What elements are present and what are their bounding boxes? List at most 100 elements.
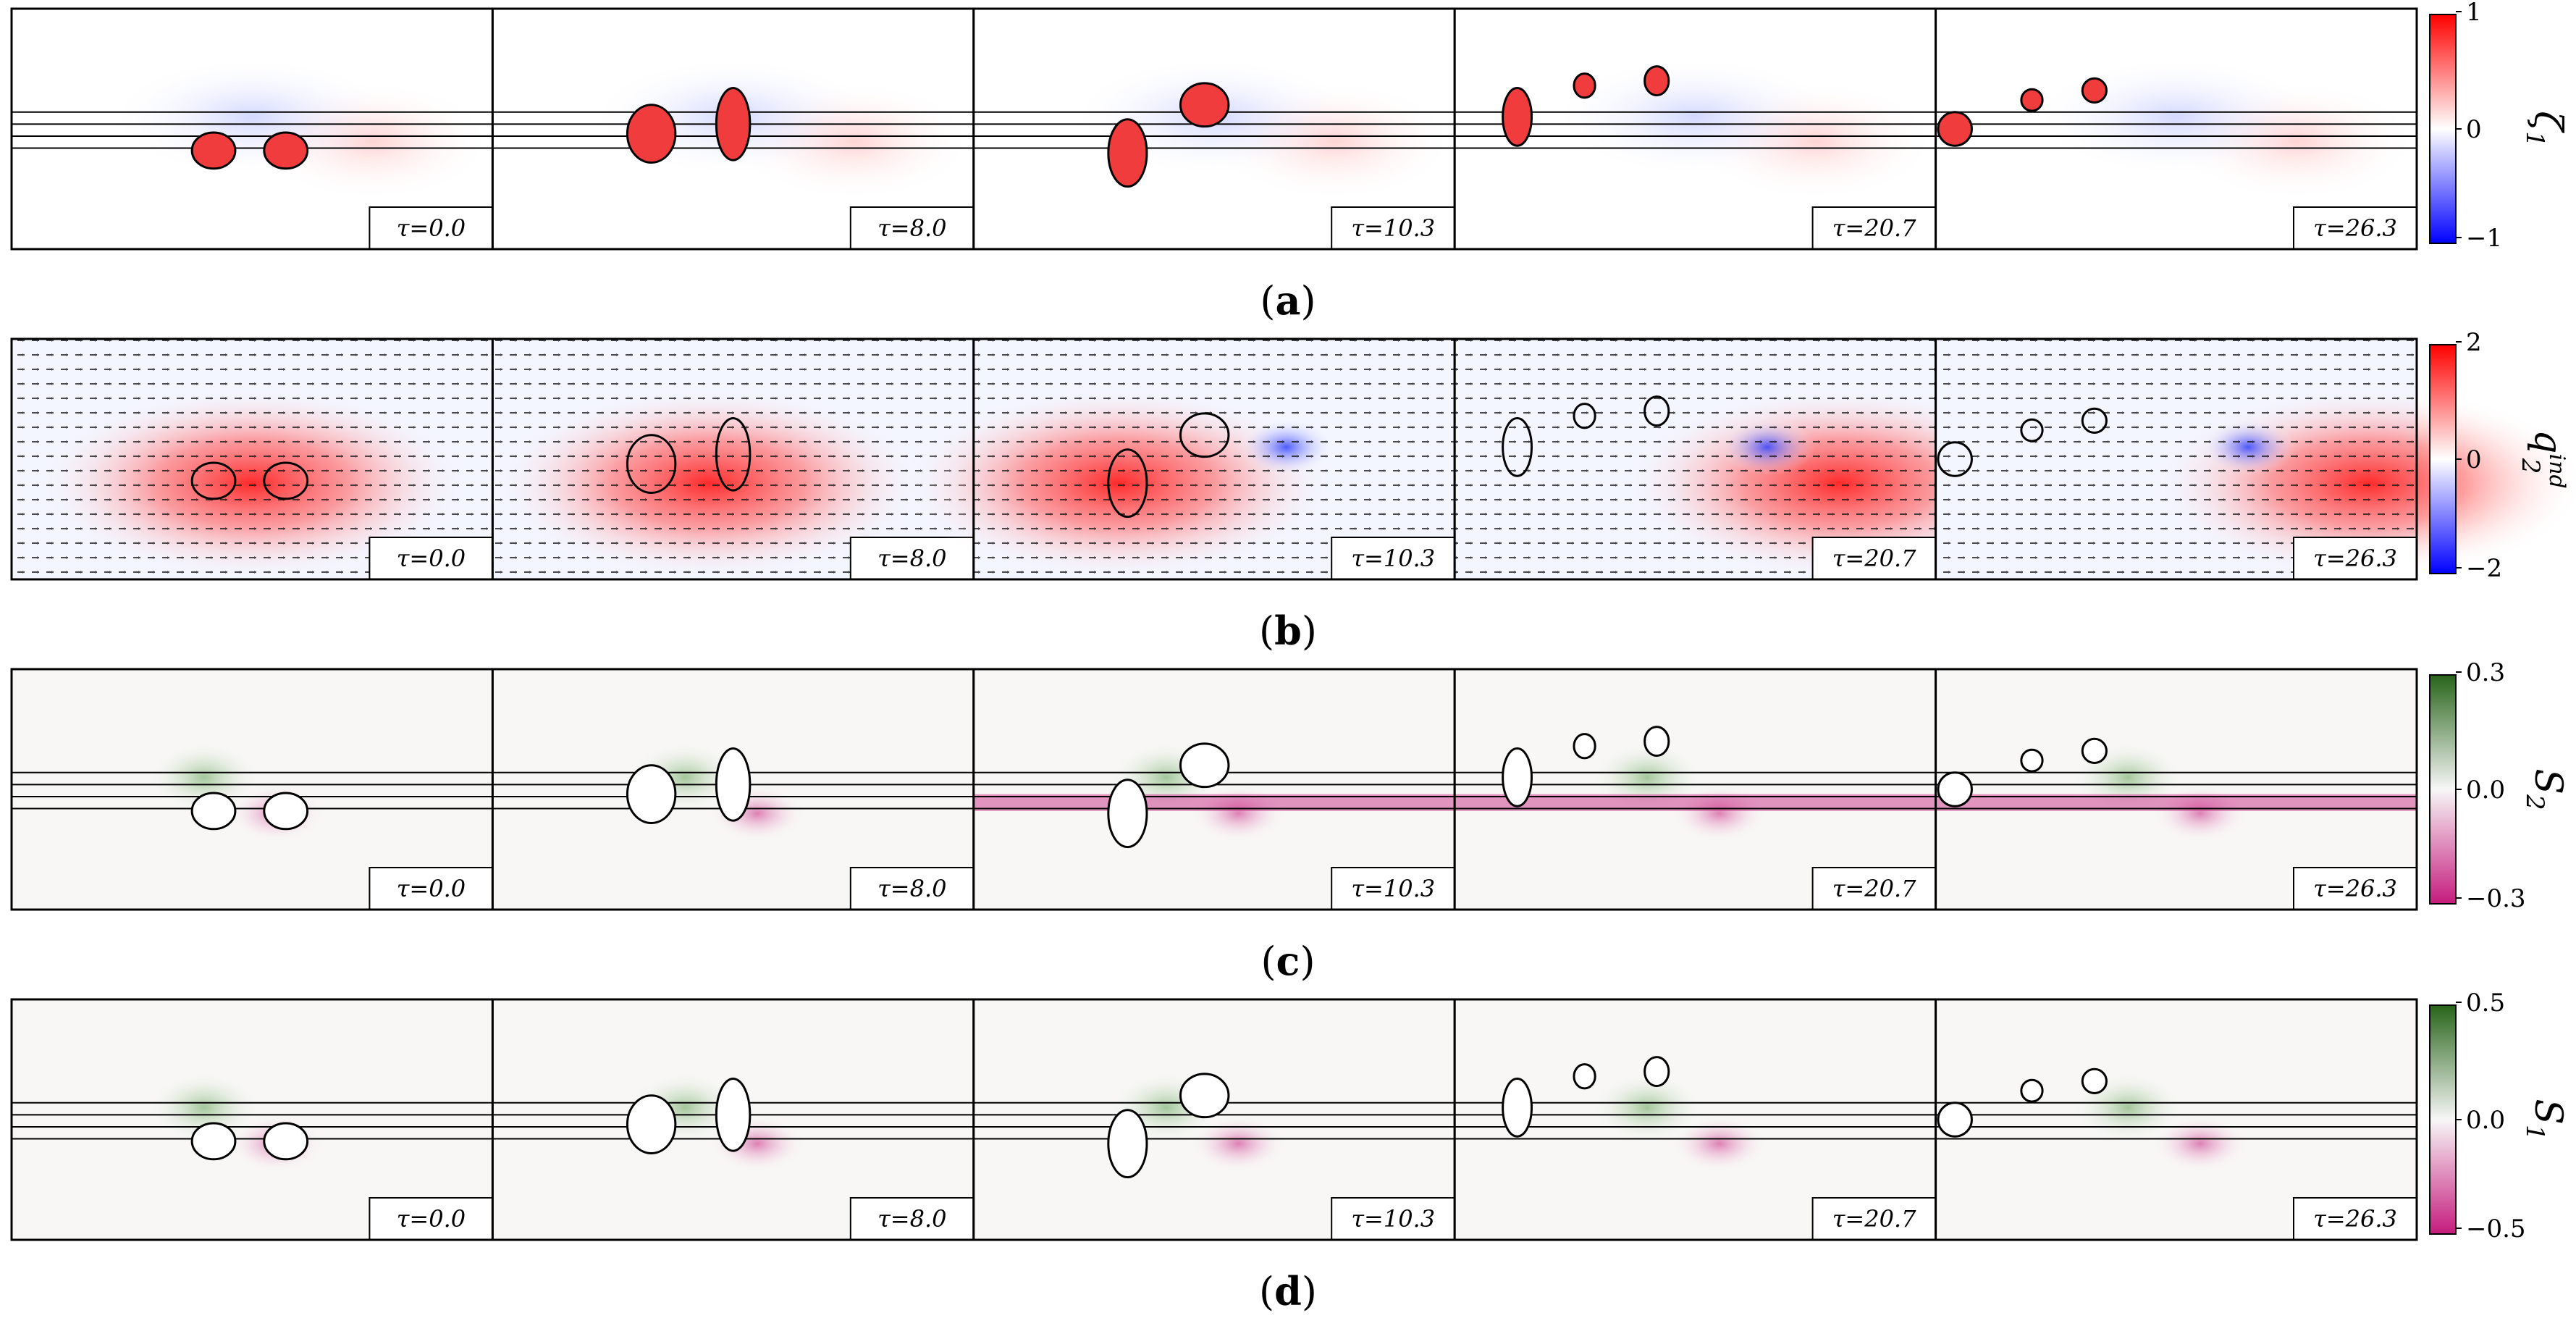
time-label-box (849, 1197, 975, 1241)
colorbar-subscript: 2 (2516, 458, 2545, 474)
vortex-contour (1937, 441, 1973, 477)
field-patch (2032, 56, 2321, 177)
vortex-contour (626, 434, 677, 494)
vortex-contour (1179, 82, 1230, 128)
vortex-contour (2081, 407, 2108, 434)
vortex-contour (190, 131, 237, 170)
label-letter: b (1274, 608, 1302, 654)
vortex-contour (1502, 417, 1533, 477)
panel-row-a: τ=0.0 τ=8.0 τ=10.3 τ=20.7 τ=26.310−1ζ1(a) (10, 0, 2569, 324)
colorbar-title: qind2 (2516, 429, 2569, 488)
vortex-contour (1937, 111, 1973, 147)
time-label: τ=26.3 (2313, 545, 2397, 572)
vortex-contour (2020, 1078, 2044, 1103)
colorbar-symbol: q (2526, 429, 2569, 453)
colorbar-title: S1 (2520, 1099, 2569, 1140)
vortex-contour (1573, 733, 1596, 760)
vortex-contour (626, 104, 677, 164)
vortex-contour (263, 461, 309, 500)
vortex-contour (1643, 65, 1670, 97)
colorbar-tick-label: −1 (2466, 224, 2502, 253)
shear-band (1935, 794, 2417, 811)
field-patch (1589, 741, 1705, 814)
field-patch (1671, 1115, 1768, 1173)
label-letter: d (1274, 1268, 1302, 1314)
colorbar-title: S2 (2520, 768, 2569, 810)
time-label: τ=10.3 (1351, 545, 1435, 572)
panel-a-3: τ=10.3 (972, 7, 1456, 251)
label-close: ) (1301, 278, 1316, 324)
vortex-contour (1502, 747, 1533, 807)
colorbar-superscript: ind (2544, 454, 2569, 489)
colorbar-tick-label: 0.0 (2466, 1106, 2505, 1135)
label-open: ( (1260, 278, 1275, 324)
panel-a-5: τ=26.3 (1935, 7, 2418, 251)
label-open: ( (1260, 939, 1276, 984)
vortex-contour (1643, 395, 1670, 427)
subfigure-label: (a) (1260, 277, 1316, 324)
field-patch (1190, 784, 1287, 843)
label-close: ) (1300, 939, 1315, 984)
colorbar-gradient (2429, 14, 2457, 244)
colorbar-symbol: S (2526, 768, 2569, 794)
vortex-contour (715, 87, 752, 161)
panel-b-5: τ=26.3 (1935, 337, 2576, 581)
vortex-contour (1573, 72, 1596, 99)
vortex-contour (1502, 1078, 1533, 1138)
colorbar-name: S1 (2520, 1099, 2569, 1140)
label-letter: a (1276, 277, 1301, 324)
time-label: τ=26.3 (2313, 875, 2397, 902)
time-label: τ=8.0 (877, 545, 946, 572)
vortex-contour (2020, 418, 2044, 442)
field-patch (146, 741, 262, 814)
colorbar-gradient (2429, 1004, 2457, 1235)
colorbar-c: 0.3 0.0 −0.3 S2 (2429, 658, 2569, 913)
field-patch (146, 1071, 262, 1144)
time-label: τ=20.7 (1832, 875, 1916, 902)
vortex-contour (1937, 1101, 1973, 1138)
vortex-contour (2081, 737, 2108, 764)
panel-c-4: τ=20.7 (1453, 668, 1937, 911)
panel-d-2: τ=8.0 (491, 998, 975, 1241)
panel-border (1935, 337, 2418, 581)
panel-border (1935, 7, 2418, 251)
panel-b-3: τ=10.3 (901, 337, 1456, 581)
time-label: τ=0.0 (397, 214, 466, 242)
time-label: τ=10.3 (1351, 1205, 1435, 1233)
colorbar-tick-label: −0.3 (2466, 884, 2526, 913)
shear-band (973, 794, 1455, 811)
vortex-contour (1573, 403, 1596, 429)
time-label-box (2293, 206, 2417, 250)
colorbar-subscript: 1 (2520, 131, 2549, 147)
vortex-contour (1937, 771, 1973, 807)
time-label: τ=8.0 (877, 214, 946, 242)
panel-border (1935, 998, 2418, 1241)
time-label: τ=0.0 (397, 1205, 466, 1233)
vortex-contour (190, 461, 237, 500)
time-label-box (1811, 206, 1937, 250)
label-close: ) (1302, 1269, 1317, 1314)
vortex-contour (626, 1094, 677, 1154)
shear-band (1455, 794, 1936, 811)
time-label: τ=20.7 (1832, 1205, 1916, 1233)
colorbar-tick-label: 0.5 (2466, 989, 2505, 1017)
colorbar-name: ζ1 (2520, 111, 2569, 147)
time-label: τ=10.3 (1351, 875, 1435, 902)
panel-d-1: τ=0.0 (10, 998, 494, 1241)
panel-a-2: τ=8.0 (491, 7, 975, 251)
label-open: ( (1259, 608, 1274, 654)
colorbar-tick-label: 1 (2466, 0, 2482, 27)
time-label: τ=0.0 (397, 545, 466, 572)
panel-d-4: τ=20.7 (1453, 998, 1937, 1241)
colorbar-tick-label: 0.0 (2466, 776, 2505, 805)
label-close: ) (1302, 608, 1317, 654)
time-label-box (1331, 537, 1456, 580)
vortex-contour (263, 1122, 309, 1161)
panel-a-1: τ=0.0 (10, 7, 494, 251)
vortex-contour (1107, 779, 1148, 849)
panel-c-1: τ=0.0 (10, 668, 494, 911)
colorbar-gradient (2429, 344, 2457, 574)
colorbar-tick-label: −2 (2466, 554, 2502, 583)
time-label-box (369, 867, 494, 910)
